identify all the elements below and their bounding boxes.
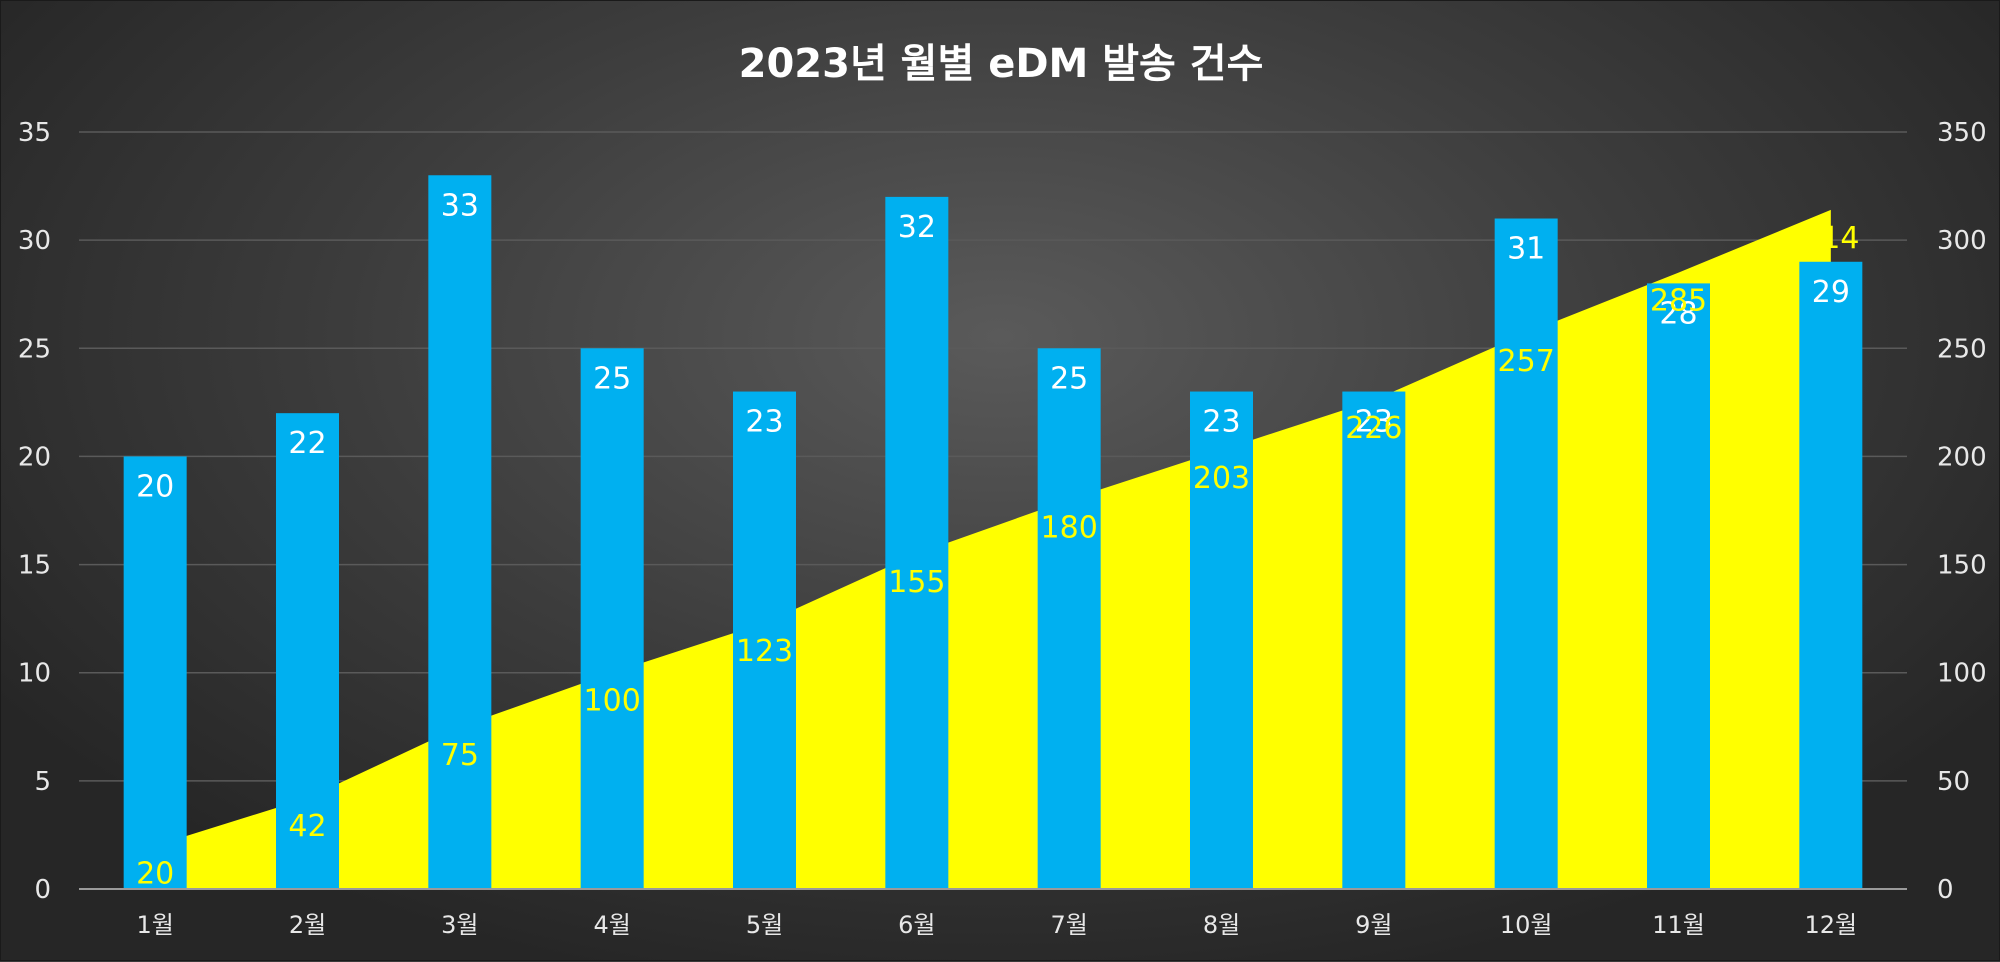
x-category-label: 12월 bbox=[1805, 911, 1858, 939]
y-left-tick-label: 15 bbox=[18, 551, 51, 581]
chart-title: 2023년 월별 eDM 발송 건수 bbox=[739, 41, 1264, 87]
x-category-label: 2월 bbox=[289, 911, 326, 939]
y-left-tick-label: 5 bbox=[34, 767, 51, 797]
cumulative-area-series bbox=[155, 209, 1831, 889]
x-category-label: 3월 bbox=[441, 911, 478, 939]
bar-12월 bbox=[1799, 261, 1863, 889]
area-value-label: 100 bbox=[584, 684, 641, 719]
bar-5월 bbox=[733, 391, 796, 889]
x-category-label: 9월 bbox=[1355, 911, 1392, 939]
bar-8월 bbox=[1190, 391, 1253, 889]
x-category-label: 10월 bbox=[1500, 911, 1553, 939]
bar-value-label: 31 bbox=[1507, 232, 1545, 267]
bar-9월 bbox=[1342, 391, 1406, 889]
y-right-tick-label: 350 bbox=[1937, 118, 1987, 148]
y-left-tick-label: 35 bbox=[18, 118, 51, 148]
area-value-label: 123 bbox=[736, 634, 793, 669]
x-category-label: 11월 bbox=[1652, 911, 1705, 939]
x-category-label: 4월 bbox=[593, 911, 630, 939]
bar-4월 bbox=[580, 348, 644, 889]
x-category-label: 7월 bbox=[1050, 911, 1087, 939]
bar-value-label: 25 bbox=[593, 361, 631, 396]
y-left-tick-label: 25 bbox=[18, 334, 51, 364]
y-right-tick-label: 0 bbox=[1937, 875, 1954, 905]
bar-value-label: 22 bbox=[288, 426, 326, 461]
area-value-label: 257 bbox=[1498, 344, 1555, 379]
bar-2월 bbox=[276, 413, 339, 889]
y-left-tick-label: 0 bbox=[34, 875, 51, 905]
area-value-label: 20 bbox=[136, 857, 174, 892]
area-value-label: 285 bbox=[1650, 284, 1707, 319]
area-value-label: 314 bbox=[1802, 221, 1859, 256]
y-right-tick-label: 50 bbox=[1937, 767, 1970, 797]
bar-value-label: 28 bbox=[1659, 296, 1697, 331]
x-category-label: 1월 bbox=[136, 911, 173, 939]
x-category-label: 6월 bbox=[898, 911, 935, 939]
bar-value-label: 23 bbox=[1202, 405, 1240, 440]
bar-7월 bbox=[1037, 348, 1101, 889]
bar-11월 bbox=[1647, 283, 1710, 889]
bar-1월 bbox=[123, 456, 187, 889]
area-value-label: 226 bbox=[1345, 411, 1402, 446]
y-right-tick-label: 250 bbox=[1937, 334, 1987, 364]
area-value-label: 75 bbox=[441, 738, 479, 773]
bar-10월 bbox=[1494, 218, 1558, 889]
y-right-tick-label: 150 bbox=[1937, 551, 1987, 581]
x-category-label: 8월 bbox=[1203, 911, 1240, 939]
area-value-label: 42 bbox=[288, 809, 326, 844]
bar-value-label: 23 bbox=[745, 405, 783, 440]
cumulative-area bbox=[155, 209, 1831, 889]
bar-value-label: 33 bbox=[441, 188, 479, 223]
bar-value-label: 25 bbox=[1050, 361, 1088, 396]
y-right-tick-label: 200 bbox=[1937, 442, 1987, 472]
bar-value-label: 32 bbox=[898, 210, 936, 245]
monthly-bar-series bbox=[123, 175, 1863, 889]
y-right-tick-label: 300 bbox=[1937, 226, 1987, 256]
y-left-tick-label: 20 bbox=[18, 442, 51, 472]
bar-value-label: 20 bbox=[136, 469, 174, 504]
area-value-label: 203 bbox=[1193, 461, 1250, 496]
y-right-tick-label: 100 bbox=[1937, 659, 1987, 689]
bar-3월 bbox=[428, 175, 492, 889]
x-category-label: 5월 bbox=[746, 911, 783, 939]
area-value-label: 180 bbox=[1041, 511, 1098, 546]
bar-6월 bbox=[885, 196, 949, 889]
bar-value-label: 23 bbox=[1355, 405, 1393, 440]
data-labels: 20 22 33 25 23 32 25 23 23 31 28 29 20 42 75 100 123 155 1… bbox=[136, 188, 1859, 891]
y-left-tick-label: 10 bbox=[18, 659, 51, 689]
area-value-label: 155 bbox=[888, 565, 945, 600]
y-left-tick-label: 30 bbox=[18, 226, 51, 256]
bar-value-label: 29 bbox=[1812, 275, 1850, 310]
